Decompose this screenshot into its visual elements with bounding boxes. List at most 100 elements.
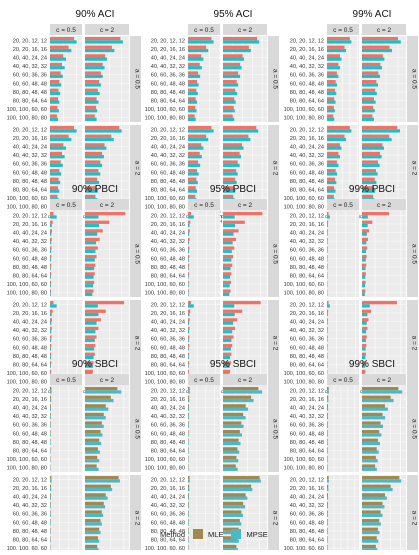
bar-mpse (85, 250, 95, 253)
facet-label-col: c = 2 (377, 202, 392, 209)
y-tick-label: 20, 20, 16, 16 (290, 311, 324, 317)
bar-mle (327, 430, 328, 433)
bar-mle (188, 37, 211, 40)
bar-mle (188, 221, 190, 224)
bar-mpse (223, 49, 251, 52)
bar-mpse (362, 40, 401, 43)
y-tick-label: 100, 100, 80, 80 (7, 205, 47, 211)
bar-mpse (188, 322, 189, 325)
y-tick-label: 20, 20, 12, 12 (151, 388, 185, 394)
bar-mpse (327, 58, 341, 61)
bar-mle (85, 221, 109, 224)
bar-mle (188, 413, 189, 416)
bar-mpse (188, 488, 189, 491)
bar-mpse (188, 92, 198, 95)
bar-mle (223, 456, 236, 459)
chart-title: 99% ACI (353, 9, 392, 20)
bar-mpse (327, 49, 346, 52)
y-tick-label: 100, 100, 60, 60 (145, 196, 185, 202)
bar-mle (223, 229, 239, 232)
bar-mle (85, 301, 124, 304)
bar-mpse (188, 390, 190, 393)
bar-mpse (50, 138, 71, 141)
bar-mpse (85, 442, 101, 445)
y-tick-label: 60, 60, 36, 36 (151, 248, 185, 254)
bar-mle (223, 54, 243, 57)
bar-mle (223, 421, 241, 424)
bar-mpse (223, 109, 235, 112)
facet-label-col: c = 0.5 (333, 377, 353, 384)
bar-mle (327, 238, 328, 241)
bar-mpse (188, 339, 189, 342)
bar-mle (327, 255, 328, 258)
bar-mle (362, 464, 375, 467)
bar-mpse (50, 522, 51, 525)
y-tick-label: 80, 80, 48, 48 (151, 90, 185, 96)
bar-mle (85, 178, 97, 181)
bar-mpse (188, 505, 189, 508)
bar-mpse (223, 138, 250, 141)
bar-mpse (223, 147, 244, 150)
bar-mpse (188, 241, 189, 244)
bar-mpse (188, 276, 189, 279)
bar-mle (188, 404, 189, 407)
bar-mle (327, 169, 336, 172)
bar-mle (85, 430, 101, 433)
bar-mle (85, 370, 93, 373)
bar-mle (223, 195, 233, 198)
y-tick-label: 20, 20, 12, 12 (290, 302, 324, 308)
bar-mpse (223, 233, 233, 236)
y-tick-label: 100, 100, 80, 80 (7, 380, 47, 386)
bar-mpse (362, 408, 388, 411)
bar-mpse (223, 505, 245, 508)
facet-label-row: a = 2 (272, 511, 279, 526)
y-tick-label: 40, 40, 32, 32 (151, 328, 185, 334)
y-tick-label: 20, 20, 16, 16 (151, 486, 185, 492)
bar-mpse (362, 267, 365, 270)
bar-mpse (85, 258, 95, 261)
bar-mpse (50, 505, 51, 508)
bar-mpse (50, 241, 51, 244)
y-tick-label: 20, 20, 12, 12 (151, 477, 185, 483)
panel-background (50, 475, 82, 550)
bar-mpse (362, 75, 380, 78)
bar-mle (85, 106, 96, 109)
bar-mpse (50, 330, 51, 333)
y-tick-label: 80, 80, 64, 64 (13, 99, 47, 105)
y-tick-label: 40, 40, 24, 24 (290, 495, 324, 501)
bar-mpse (362, 451, 379, 454)
bar-mle (327, 439, 328, 442)
bar-mpse (85, 479, 120, 482)
y-tick-label: 20, 20, 16, 16 (13, 47, 47, 53)
bar-mpse (223, 101, 236, 104)
bar-mle (85, 71, 101, 74)
bar-mle (223, 97, 234, 100)
bar-mpse (50, 356, 51, 359)
bar-mle (50, 97, 58, 100)
bar-mle (327, 152, 338, 155)
bar-mle (327, 335, 328, 338)
bar-mle (85, 447, 98, 450)
facet-label-col: c = 0.5 (56, 202, 76, 209)
bar-mpse (50, 129, 77, 132)
y-tick-label: 100, 100, 80, 80 (284, 291, 324, 297)
bar-mle (362, 229, 369, 232)
y-tick-label: 100, 100, 60, 60 (7, 282, 47, 288)
y-tick-label: 80, 80, 48, 48 (13, 265, 47, 271)
bar-mle (327, 353, 328, 356)
bar-mle (85, 246, 98, 249)
bar-mpse (85, 241, 96, 244)
bar-mle (85, 229, 103, 232)
y-tick-label: 40, 40, 32, 32 (13, 239, 47, 245)
bar-mpse (188, 233, 189, 236)
y-tick-label: 100, 100, 80, 80 (145, 291, 185, 297)
facet-label-row: a = 2 (134, 161, 141, 176)
bar-mpse (223, 284, 230, 287)
y-tick-label: 80, 80, 64, 64 (13, 188, 47, 194)
bar-mle (327, 89, 335, 92)
bar-mle (362, 272, 366, 275)
bar-mle (223, 327, 235, 330)
bar-mle (362, 413, 383, 416)
y-tick-label: 20, 20, 12, 12 (13, 38, 47, 44)
facet-label-col: c = 2 (238, 27, 253, 34)
